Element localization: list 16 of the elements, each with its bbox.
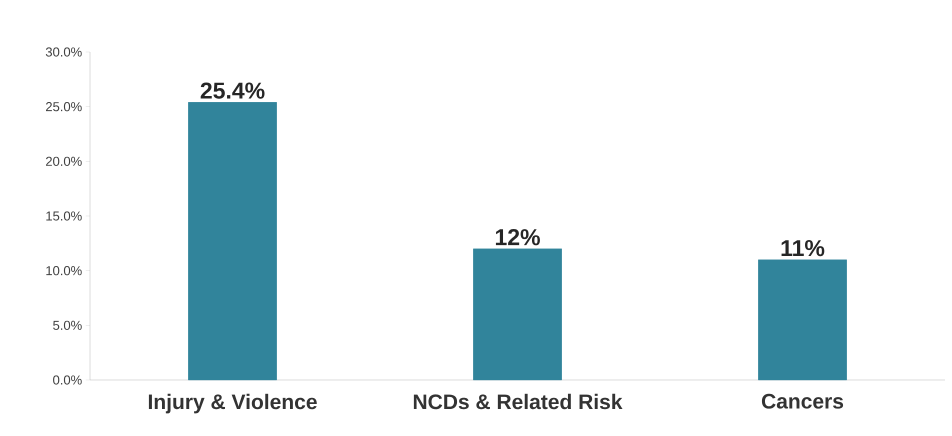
y-tick-label: 0.0% xyxy=(53,375,82,385)
y-tick-label: 30.0% xyxy=(46,47,82,57)
y-tick-label: 15.0% xyxy=(46,211,82,221)
data-label: 25.4% xyxy=(200,82,265,99)
x-tick-label: NCDs & Related Risk xyxy=(414,394,623,410)
y-tick-label: 20.0% xyxy=(46,156,82,166)
data-label: 11% xyxy=(782,240,824,256)
bar xyxy=(758,260,847,380)
y-tick-label: 10.0% xyxy=(46,266,82,276)
data-label: 12% xyxy=(496,229,540,246)
bar xyxy=(473,248,562,380)
y-tick-label: 25.0% xyxy=(46,102,82,112)
bar xyxy=(188,102,277,380)
x-tick-label: Injury & Violence xyxy=(148,394,317,414)
x-tick-label: Cancers xyxy=(762,394,844,409)
y-tick-label: 5.0% xyxy=(53,320,82,330)
